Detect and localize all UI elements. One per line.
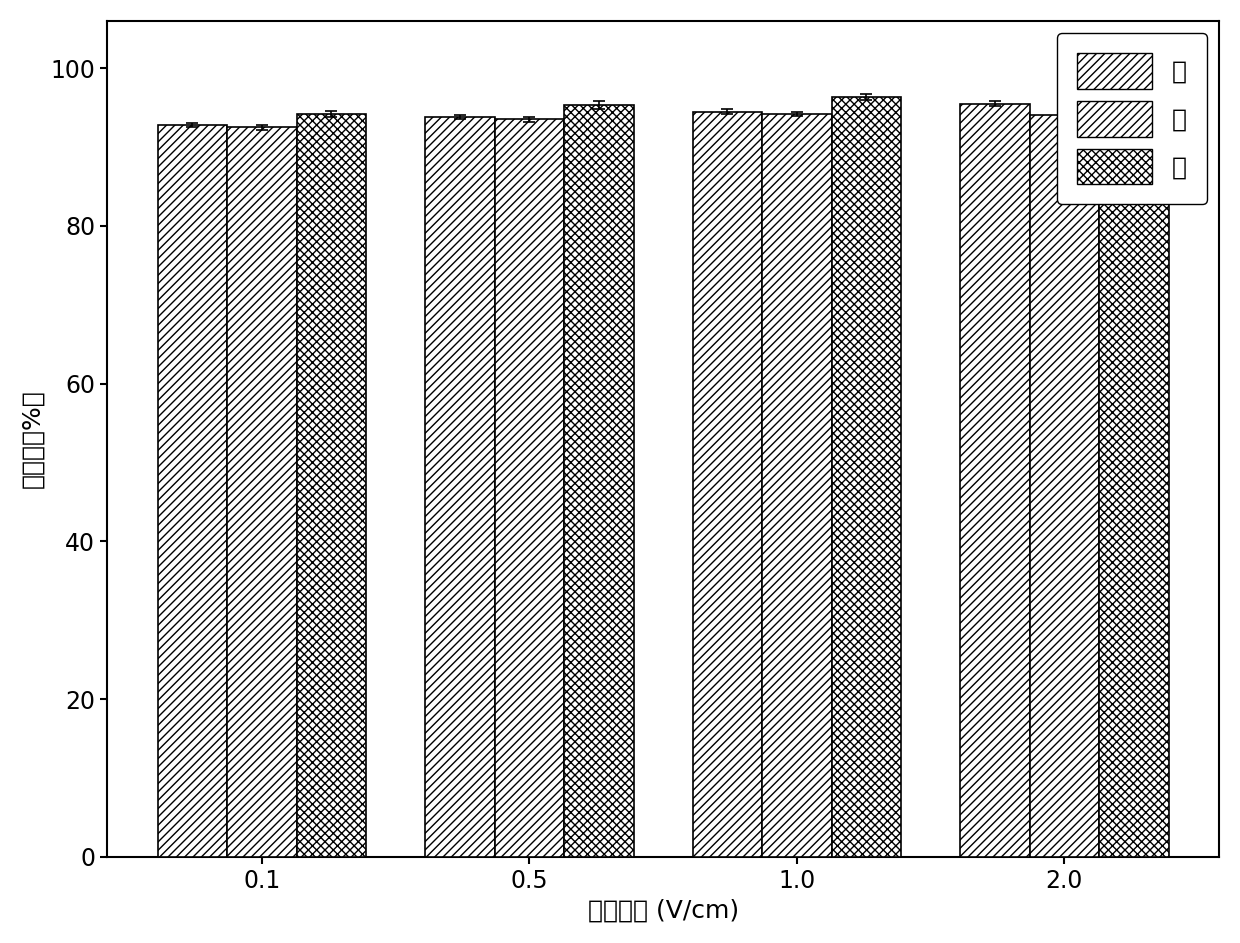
Bar [763, 114, 832, 857]
Bar [1099, 91, 1168, 857]
Legend: 鑴, 锶, 锂: 鑴, 锶, 锂 [1056, 33, 1207, 205]
Bar [692, 111, 763, 857]
Bar [1029, 115, 1099, 857]
Y-axis label: 回收率（%）: 回收率（%） [21, 389, 45, 488]
Bar [960, 104, 1029, 857]
X-axis label: 电压梯度 (V/cm): 电压梯度 (V/cm) [588, 898, 739, 922]
Bar [157, 124, 227, 857]
Bar [564, 106, 634, 857]
Bar [832, 97, 901, 857]
Bar [495, 120, 564, 857]
Bar [227, 127, 296, 857]
Bar [425, 117, 495, 857]
Bar [296, 114, 366, 857]
